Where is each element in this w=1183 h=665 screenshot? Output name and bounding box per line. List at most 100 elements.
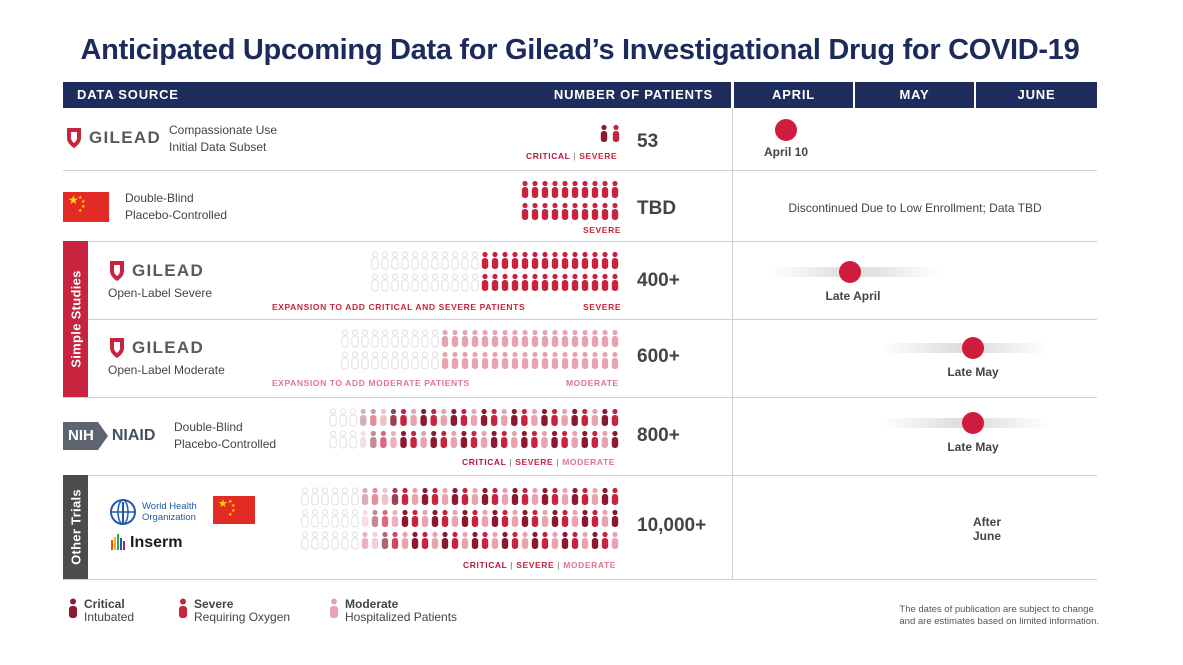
row6-count: 10,000+ [637, 515, 707, 536]
patient-icon [370, 430, 377, 448]
patient-icon [601, 531, 609, 549]
patient-icon [541, 202, 549, 220]
header-data-source-label: DATA SOURCE [77, 87, 179, 102]
patient-icon [461, 273, 469, 292]
row1-desc-line2: Initial Data Subset [169, 140, 267, 154]
patient-icon [321, 531, 329, 550]
patient-icon [411, 273, 419, 292]
gilead-shield-icon [110, 338, 124, 358]
patient-icon [551, 430, 558, 448]
niaid-wordmark: NIAID [111, 427, 156, 444]
patient-icon [351, 329, 359, 348]
patient-icon [571, 509, 579, 527]
patient-icon [441, 273, 449, 292]
patient-icon [571, 180, 579, 198]
patient-icon [541, 509, 549, 527]
patient-icon [531, 531, 539, 549]
patient-icon [381, 351, 389, 370]
row5-desc-line1: Double-Blind [174, 420, 243, 434]
patient-icon [481, 329, 489, 347]
label-moderate: MODERATE [563, 560, 617, 570]
row-divider [63, 241, 1097, 242]
row2-desc-line1: Double-Blind [125, 191, 194, 205]
patient-icon [471, 273, 479, 292]
patient-icon [551, 408, 558, 426]
patient-icon [471, 531, 479, 549]
patient-icon [421, 251, 429, 270]
patient-icon [521, 487, 529, 505]
patient-icon [381, 251, 389, 270]
patient-icon [390, 408, 397, 426]
label-severe: SEVERE [516, 560, 555, 570]
label-critical: CRITICAL [463, 560, 508, 570]
patient-icon [331, 509, 339, 528]
row2-count: TBD [637, 198, 677, 219]
patient-icon [391, 487, 399, 505]
patient-icon [561, 351, 569, 369]
patient-icon [481, 251, 489, 269]
patient-icon [390, 430, 397, 448]
patient-icon [401, 273, 409, 292]
patient-icon [591, 351, 599, 369]
china-flag: ★ ★ ★ ★ ★ [213, 496, 255, 524]
row4-patient-types: MODERATE [566, 378, 619, 388]
patient-icon [571, 202, 579, 220]
patient-icon [411, 531, 419, 549]
row3-patient-types: SEVERE [583, 302, 622, 312]
patient-icon [381, 509, 389, 527]
who-wordmark: World Health Organization [142, 501, 197, 523]
patient-icon [591, 509, 599, 527]
patient-icon [441, 531, 449, 549]
patient-icon [321, 487, 329, 506]
row1-description: Compassionate Use Initial Data Subset [169, 122, 277, 156]
patient-icon [371, 351, 379, 370]
patient-icon [471, 351, 479, 369]
patient-icon [491, 487, 499, 505]
gilead-logo: GILEAD [108, 336, 204, 360]
patient-icon [581, 408, 588, 426]
patient-icon [380, 430, 387, 448]
patient-icon [601, 202, 609, 220]
patient-icon [391, 329, 399, 348]
patient-icon [531, 430, 538, 448]
patient-icon [581, 329, 589, 347]
patient-icon [591, 273, 599, 291]
patient-icon [591, 180, 599, 198]
row3-patients [371, 251, 619, 292]
patient-icon [551, 487, 559, 505]
timeline-divider [732, 108, 733, 580]
gilead-wordmark: GILEAD [132, 261, 205, 280]
patient-icon [401, 509, 409, 527]
patient-icon [581, 251, 589, 269]
patient-icon [391, 351, 399, 370]
inserm-bars-icon [111, 534, 125, 550]
patient-icon [511, 408, 518, 426]
row5-desc-line2: Placebo-Controlled [174, 437, 277, 451]
patient-icon [301, 531, 309, 550]
patient-icon [561, 202, 569, 220]
legend-severe-title: Severe [194, 597, 234, 611]
patient-icon [381, 329, 389, 348]
label-moderate: MODERATE [562, 457, 616, 467]
patient-icon [451, 273, 459, 292]
patient-icon [431, 273, 439, 292]
row1-timing: April 10 [763, 145, 808, 159]
patient-icon [591, 487, 599, 505]
row5-timing: Late May [947, 440, 999, 454]
label-critical: CRITICAL [462, 457, 507, 467]
page-title: Anticipated Upcoming Data for Gilead’s I… [80, 34, 1080, 66]
patient-icon [420, 408, 427, 426]
patient-icon [531, 351, 539, 369]
row6-timing-line1: After [972, 515, 1001, 529]
patient-icon [531, 180, 539, 198]
legend-critical: Critical Intubated [68, 598, 134, 624]
gilead-logo: GILEAD [108, 259, 204, 283]
patient-icon [601, 430, 609, 448]
patient-icon [361, 531, 369, 549]
patient-icon [571, 531, 579, 549]
patient-icon [431, 509, 439, 527]
patient-icon [470, 430, 478, 448]
patient-icon [501, 251, 509, 269]
nih-wordmark: NIH [63, 422, 98, 450]
header-month-april: APRIL [734, 82, 853, 108]
